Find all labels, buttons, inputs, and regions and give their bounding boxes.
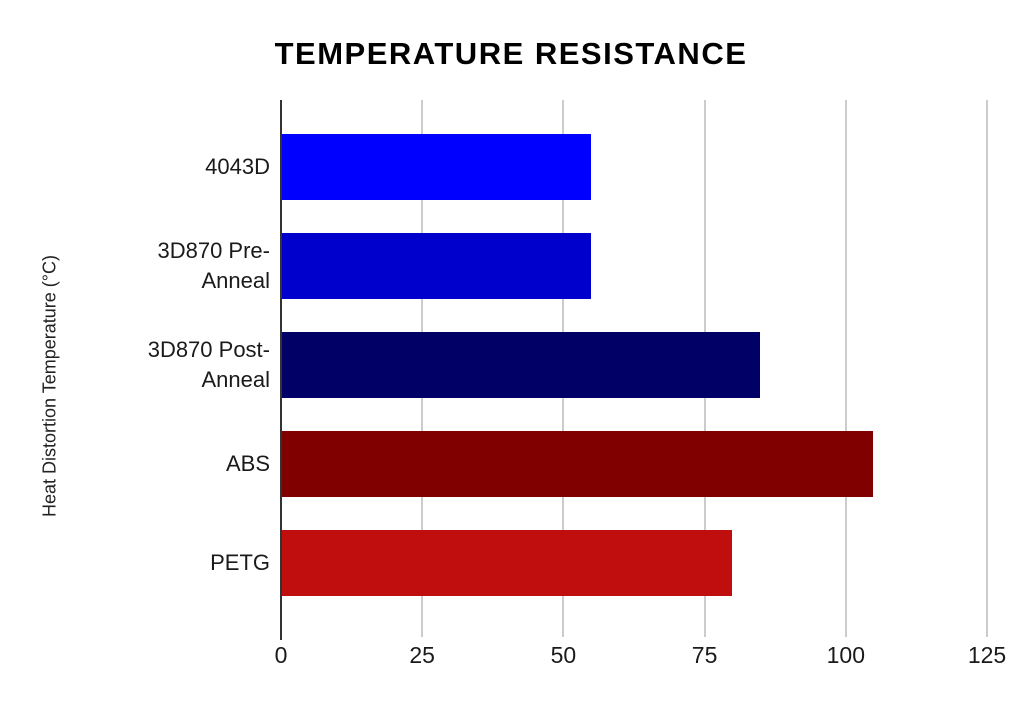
y-axis-title: Heat Distortion Temperature (°C): [39, 255, 60, 517]
x-tick-label-75: 75: [691, 642, 718, 668]
vertical-gridline: [844, 100, 847, 637]
y-axis-baseline: [280, 100, 282, 640]
chart-title: TEMPERATURE RESISTANCE: [274, 36, 748, 71]
vertical-gridline: [986, 100, 988, 637]
x-tick-label-0: 0: [274, 642, 288, 668]
bar-3d870-post-anneal[interactable]: [282, 332, 761, 398]
x-tick-label-125: 125: [967, 642, 1007, 668]
category-label-3d870-pre-anneal: 3D870 Pre- Anneal: [157, 238, 270, 293]
category-label-3d870-post-anneal: 3D870 Post- Anneal: [147, 337, 270, 392]
category-label-4043d: 4043D: [205, 154, 270, 179]
bar-3d870-pre-anneal[interactable]: [282, 233, 591, 299]
x-tick-label-25: 25: [409, 642, 435, 668]
bar-4043d[interactable]: [282, 134, 591, 200]
bar-abs[interactable]: [282, 431, 874, 497]
x-tick-label-100: 100: [826, 642, 865, 668]
category-label-abs: ABS: [225, 451, 270, 476]
x-tick-label-50: 50: [550, 642, 577, 668]
category-label-petg: PETG: [210, 550, 270, 575]
bar-petg[interactable]: [282, 530, 732, 596]
